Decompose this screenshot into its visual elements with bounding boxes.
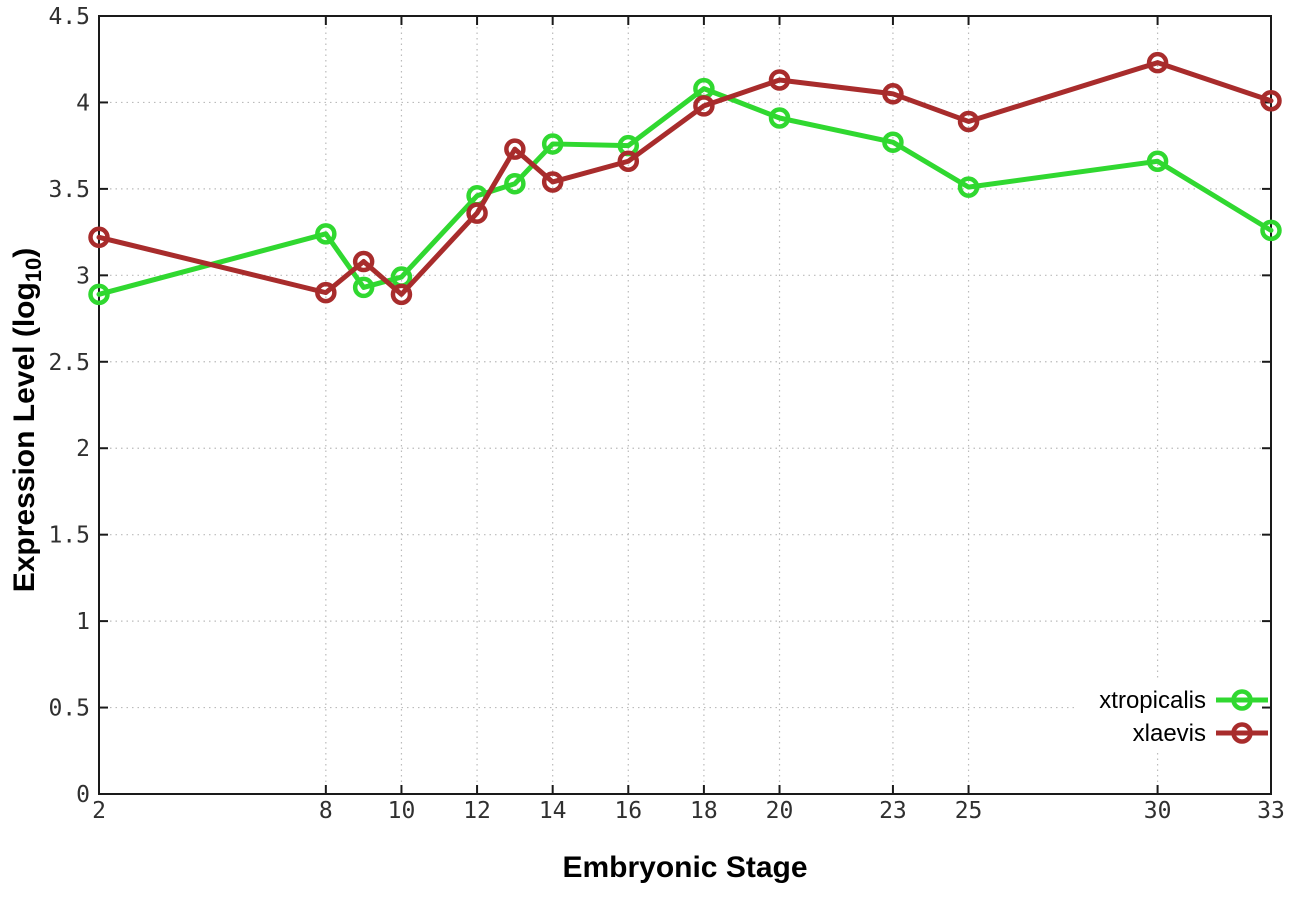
x-tick-label: 18 xyxy=(690,798,718,824)
x-tick-label: 2 xyxy=(92,798,106,824)
data-point-marker xyxy=(1260,89,1282,112)
y-axis-title-main: Expression Level (log xyxy=(8,282,41,592)
y-axis-title-close: ) xyxy=(8,248,41,258)
y-tick-label: 1 xyxy=(76,609,90,635)
series-xlaevis xyxy=(88,51,1282,306)
y-tick-label: 2.5 xyxy=(48,350,90,376)
gridlines xyxy=(99,16,1271,794)
data-point-marker xyxy=(504,172,526,195)
x-tick-label: 23 xyxy=(879,798,907,824)
data-point-marker xyxy=(352,250,375,273)
data-point-marker xyxy=(352,276,375,299)
data-point-marker xyxy=(1146,51,1169,74)
data-point-marker xyxy=(541,171,564,193)
data-point-marker xyxy=(957,176,980,198)
y-axis-title: Expression Level (log10) xyxy=(8,248,46,593)
data-point-marker xyxy=(390,283,413,306)
data-point-marker xyxy=(466,202,488,224)
x-tick-label: 12 xyxy=(463,798,491,824)
legend-marker xyxy=(1231,722,1253,744)
legend-label-xtropicalis: xtropicalis xyxy=(1099,687,1206,714)
x-tick-label: 16 xyxy=(614,798,642,824)
data-point-marker xyxy=(88,283,110,306)
plot-border xyxy=(98,15,1272,795)
y-tick-label: 4.5 xyxy=(48,4,90,30)
y-axis-title-subscript: 10 xyxy=(21,258,46,282)
axis-ticks xyxy=(98,15,1272,795)
y-tick-label: 3 xyxy=(76,263,90,289)
data-point-marker xyxy=(541,133,564,155)
y-tick-label: 0.5 xyxy=(48,696,90,722)
x-tick-label: 20 xyxy=(766,798,794,824)
x-tick-label: 33 xyxy=(1257,798,1285,824)
data-point-marker xyxy=(882,83,904,105)
y-tick-label: 0 xyxy=(76,782,90,808)
data-point-marker xyxy=(88,226,110,249)
series-line-xlaevis xyxy=(96,60,1274,297)
data-point-marker xyxy=(768,107,791,129)
data-point-marker xyxy=(1260,219,1282,242)
x-tick-label: 30 xyxy=(1144,798,1172,824)
series-xtropicalis xyxy=(88,77,1282,306)
x-tick-label: 25 xyxy=(955,798,983,824)
data-point-marker xyxy=(768,69,791,91)
legend-label-xlaevis: xlaevis xyxy=(1133,720,1206,747)
legend-marker xyxy=(1231,689,1253,711)
x-tick-label: 14 xyxy=(539,798,567,824)
y-tick-label: 4 xyxy=(76,90,90,116)
data-point-marker xyxy=(882,131,904,153)
data-point-marker xyxy=(315,223,337,245)
y-tick-label: 2 xyxy=(76,436,90,462)
data-point-marker xyxy=(315,281,337,304)
data-point-marker xyxy=(504,138,526,160)
y-tick-label: 1.5 xyxy=(48,523,90,549)
data-point-marker xyxy=(1146,150,1169,172)
x-axis-title: Embryonic Stage xyxy=(562,851,807,884)
y-tick-label: 3.5 xyxy=(48,177,90,203)
data-point-marker xyxy=(617,150,640,172)
x-tick-label: 10 xyxy=(388,798,416,824)
data-point-marker xyxy=(693,95,715,117)
legend-box xyxy=(1078,681,1262,751)
x-tick-label: 8 xyxy=(319,798,333,824)
data-point-marker xyxy=(957,110,980,133)
